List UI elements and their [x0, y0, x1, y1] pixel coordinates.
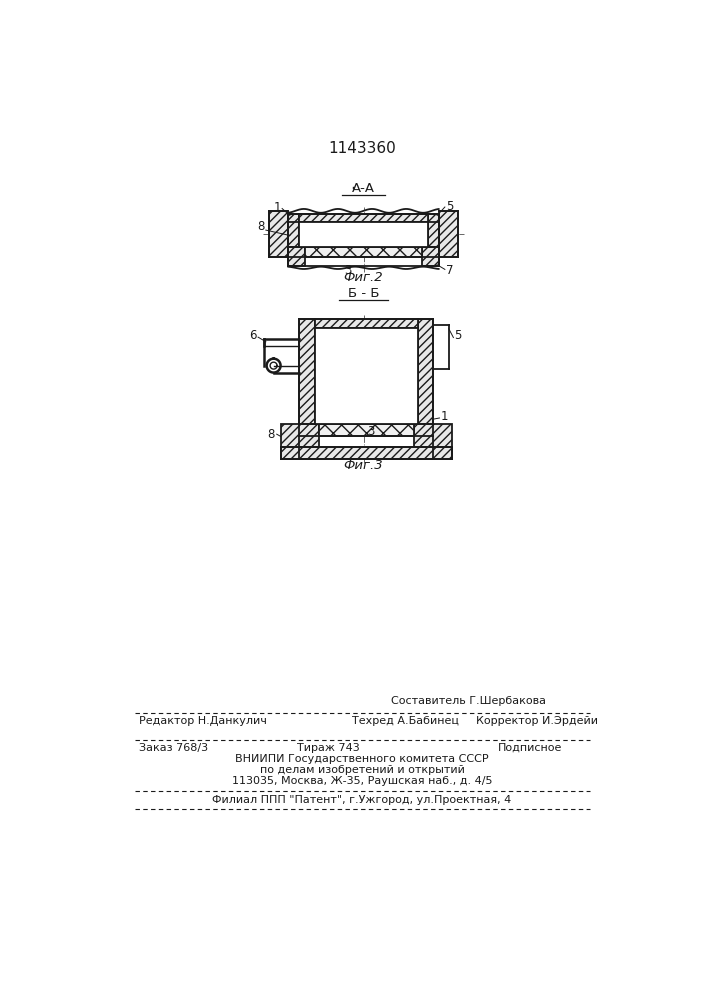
Text: 8: 8 — [267, 428, 275, 441]
Text: Фиг.2: Фиг.2 — [344, 271, 383, 284]
Text: Составитель Г.Шербакова: Составитель Г.Шербакова — [391, 696, 546, 706]
Text: 3: 3 — [368, 425, 375, 438]
Text: Филиал ППП "Патент", г.Ужгород, ул.Проектная, 4: Филиал ППП "Патент", г.Ужгород, ул.Проек… — [212, 795, 512, 805]
Bar — [421, 247, 438, 266]
Text: Тираж 743: Тираж 743 — [297, 743, 360, 753]
Text: 6: 6 — [249, 329, 257, 342]
Text: 5: 5 — [455, 329, 462, 342]
Text: А-А: А-А — [352, 182, 375, 195]
Text: 113035, Москва, Ж-35, Раушская наб., д. 4/5: 113035, Москва, Ж-35, Раушская наб., д. … — [232, 776, 492, 786]
Bar — [319, 424, 414, 436]
Bar — [414, 424, 452, 459]
Bar — [315, 328, 418, 424]
Bar — [418, 319, 433, 447]
Bar — [288, 247, 305, 266]
Text: 1: 1 — [440, 410, 448, 423]
Text: Корректор И.Эрдейи: Корректор И.Эрдейи — [476, 716, 598, 726]
Text: 7: 7 — [446, 264, 453, 277]
Text: 8: 8 — [257, 220, 265, 233]
Bar — [269, 211, 288, 257]
Text: ВНИИПИ Государственного комитета СССР: ВНИИПИ Государственного комитета СССР — [235, 754, 489, 764]
Text: Редактор Н.Данкулич: Редактор Н.Данкулич — [139, 716, 267, 726]
Text: 1143360: 1143360 — [328, 141, 396, 156]
Bar — [428, 214, 438, 266]
Text: Б - Б: Б - Б — [348, 287, 379, 300]
Bar — [305, 247, 421, 257]
Bar — [299, 222, 428, 247]
Text: Подписное: Подписное — [498, 743, 562, 753]
Bar — [299, 214, 428, 222]
Text: по делам изобретений и открытий: по делам изобретений и открытий — [259, 765, 464, 775]
Bar — [281, 447, 452, 459]
Text: 3: 3 — [344, 264, 351, 277]
Bar — [315, 319, 418, 328]
Text: Фиг.3: Фиг.3 — [344, 459, 383, 472]
Bar — [281, 424, 319, 459]
Bar — [288, 214, 299, 266]
Bar — [438, 211, 458, 257]
Bar — [299, 319, 315, 447]
Text: 1: 1 — [274, 201, 281, 214]
Text: Заказ 768/3: Заказ 768/3 — [139, 743, 208, 753]
Text: Техред А.Бабинец: Техред А.Бабинец — [352, 716, 459, 726]
Text: 5: 5 — [446, 200, 453, 213]
